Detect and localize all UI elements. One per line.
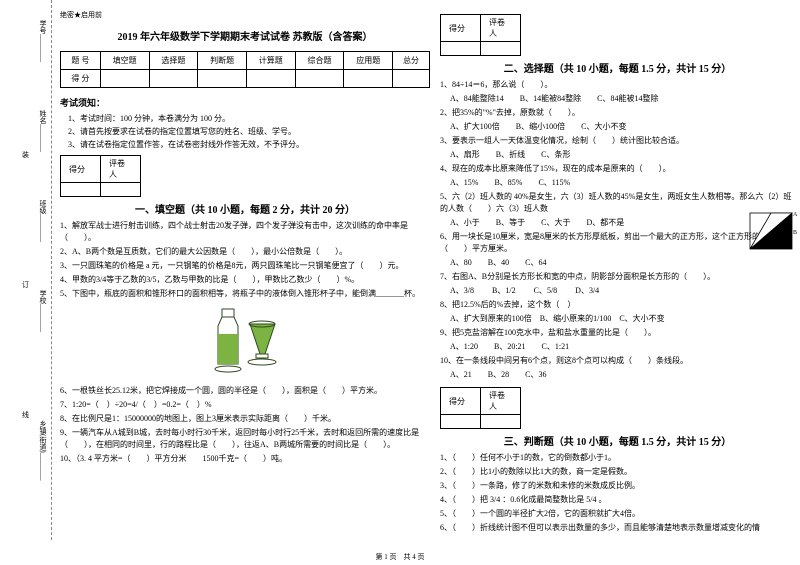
judge-q3: 3、（ ）一条路，修了的米数和未修的米数成反比例。 (440, 480, 795, 492)
svg-text:A: A (793, 212, 798, 218)
judge-q2: 2、（ ）比1小的数除以比1大的数，商一定是假数。 (440, 466, 795, 478)
grader-label: 评卷人 (101, 156, 141, 183)
binding-label-school: 学校________ (38, 290, 48, 332)
section-score-box-3: 得分评卷人 (440, 387, 521, 429)
exam-title: 2019 年六年级数学下学期期末考试试卷 苏教版（含答案） (60, 28, 430, 43)
page-footer: 第 1 页 共 4 页 (0, 552, 800, 562)
choice-q2-opts: A、扩大100倍 B、缩小100倍 C、大小不变 (450, 121, 795, 133)
th-judge: 判断题 (198, 52, 247, 70)
th-choice: 选择题 (149, 52, 198, 70)
choice-q5-opts: A、小于 B、等于 C、大于 D、都不是 (450, 217, 795, 229)
judge-q4: 4、（ ）把 3/4 ：0.6化成最简整数比是 5/4 。 (440, 494, 795, 506)
notice-item-1: 1、考试时间：100 分钟，本卷满分为 100 分。 (68, 113, 430, 126)
th-num: 题 号 (61, 52, 101, 70)
judge-section-title: 三、判断题（共 10 小题，每题 1.5 分，共计 15 分） (440, 433, 795, 448)
triangle-diagram: A B (745, 208, 800, 256)
binding-marker-zhuang: 装 (22, 150, 29, 160)
score-label: 得分 (61, 156, 101, 183)
bottle-diagram (60, 304, 430, 381)
choice-q1: 1、84÷14＝6，那么说（ ）。 (440, 79, 795, 91)
choice-q2: 2、把35%的"%"去掉，原数就（ ）。 (440, 107, 795, 119)
notice-title: 考试须知： (60, 96, 430, 109)
binding-label-town: 乡镇(街道)________ (38, 420, 48, 481)
score-table: 题 号 填空题 选择题 判断题 计算题 综合题 应用题 总分 得 分 (60, 51, 430, 88)
fill-q5: 5、下图中，瓶底的面积和锥形杯口的面积相等，将瓶子中的液体倒入锥形杯子中，能倒满… (60, 288, 430, 300)
choice-q6-opts: A、80 B、40 C、64 (450, 257, 795, 269)
fill-q4: 4、甲数的3/4等于乙数的3/5，乙数与甲数的比是（ ），甲数比乙数少（ ）%。 (60, 274, 430, 286)
secret-label: 绝密★启用前 (60, 10, 430, 20)
grader-label: 评卷人 (481, 388, 521, 415)
fill-q3: 3、一只圆珠笔的价格是 a 元，一只钢笔的价格是8元，两只圆珠笔比一只钢笔便宜了… (60, 260, 430, 272)
score-label: 得分 (441, 15, 481, 42)
table-row: 得 分 (61, 70, 430, 88)
grader-label: 评卷人 (481, 15, 521, 42)
th-comp: 综合题 (295, 52, 344, 70)
choice-q4: 4、现在的成本比原来降低了15%，现在的成本是原来的（ ）。 (440, 163, 795, 175)
fill-q10: 10、（3. 4 平方米=（ ）平方分米 1500千克=（ ）吨。 (60, 453, 430, 465)
choice-q8-opts: A、扩大到原来的100倍 B、缩小原来的1/100 C、大小不变 (450, 313, 795, 325)
svg-text:B: B (793, 230, 797, 236)
fill-q2: 2、A、B两个数是互质数，它们的最大公因数是（ ），最小公倍数是（ ）。 (60, 246, 430, 258)
binding-margin: 学号________ 姓名________ 班级________ 学校_____… (0, 0, 52, 540)
fill-q8: 8、在比例尺是1：15000000的地图上，图上3厘米表示实际距离（ ）千米。 (60, 413, 430, 425)
fill-q6: 6、一根铁丝长25.12米，把它焊接成一个圆，圆的半径是（ ），面积是（ ）平方… (60, 385, 430, 397)
choice-q5: 5、六（2）班人数的 40%是女生，六（3）班人数的45%是女生，两班女生人数相… (440, 191, 795, 215)
choice-q10-opts: A、21 B、28 C、36 (450, 369, 795, 381)
binding-marker-ding: 订 (22, 280, 29, 290)
section-score-box-2: 得分评卷人 (440, 14, 521, 56)
fraction-c: 5/8 (547, 286, 557, 295)
fill-q1: 1、解放军战士进行射击训练，四个战士射击20发子弹，四个发子弹没有击中，这次训练… (60, 220, 430, 244)
table-row: 题 号 填空题 选择题 判断题 计算题 综合题 应用题 总分 (61, 52, 430, 70)
binding-label-class: 班级________ (38, 200, 48, 242)
choice-q4-opts: A、15% B、85% C、115% (450, 177, 795, 189)
choice-q8: 8、把12.5%后的%去掉，这个数（ ） (440, 299, 795, 311)
notice-item-2: 2、请首先按要求在试卷的指定位置填写您的姓名、班级、学号。 (68, 126, 430, 139)
left-column: 绝密★启用前 2019 年六年级数学下学期期末考试试卷 苏教版（含答案） 题 号… (60, 10, 430, 467)
fill-section-title: 一、填空题（共 10 小题，每题 2 分，共计 20 分） (60, 201, 430, 216)
choice-q7: 7、右图A、B分别是长方形长和宽的中点，阴影部分面积是长方形的（ ）。 (440, 271, 795, 283)
fraction-d: 3/4 (589, 286, 599, 295)
binding-label-name: 姓名________ (38, 110, 48, 152)
th-fill: 填空题 (100, 52, 149, 70)
section-score-box-1: 得分评卷人 (60, 155, 141, 197)
fraction-b: 1/2 (505, 286, 515, 295)
binding-marker-xian: 线 (22, 410, 29, 420)
td-score: 得 分 (61, 70, 101, 88)
choice-q9: 9、把5克盐溶解在100克水中，盐和盐水重量的比是（ ）。 (440, 327, 795, 339)
choice-q3: 3、要表示一组人一天体温变化情况，绘制（ ）统计图比较合适。 (440, 135, 795, 147)
choice-q10: 10、在一条线段中间另有6个点，则这8个点可以构成（ ）条线段。 (440, 355, 795, 367)
fraction-a: 3/8 (464, 286, 474, 295)
th-calc: 计算题 (246, 52, 295, 70)
binding-label-xuehao: 学号________ (38, 20, 48, 62)
score-label: 得分 (441, 388, 481, 415)
judge-q6: 6、（ ）折线统计图不但可以表示出数量的多少，而且能够清楚地表示数量增减变化的情 (440, 522, 795, 534)
choice-q6: 6、用一块长是10厘米，宽是8厘米的长方形厚纸板，剪出一个最大的正方形，这个正方… (440, 231, 795, 255)
right-column: 得分评卷人 二、选择题（共 10 小题，每题 1.5 分，共计 15 分） 1、… (440, 10, 795, 536)
fill-q9: 9、一辆汽车从A城到B城，去时每小时行30千米，返回时每小时行25千米，去时和返… (60, 427, 430, 451)
choice-q7-opts: A、3/8 B、1/2 C、5/8 D、3/4 (450, 285, 795, 297)
choice-q3-opts: A、扇形 B、折线 C、条形 (450, 149, 795, 161)
judge-q1: 1、（ ）任何不小于1的数，它的倒数都小于1。 (440, 452, 795, 464)
notice-item-3: 3、请在试卷指定位置作答，在试卷密封线外作答无效，不予评分。 (68, 139, 430, 152)
judge-q5: 5、（ ）一个圆的半径扩大2倍，它的面积就扩大4倍。 (440, 508, 795, 520)
th-total: 总分 (393, 52, 430, 70)
fill-q7: 7、1:20=（ ）÷20=4/（ ）=0.2=（ ）% (60, 399, 430, 411)
choice-section-title: 二、选择题（共 10 小题，每题 1.5 分，共计 15 分） (440, 60, 795, 75)
choice-q9-opts: A、1:20 B、20:21 C、1:21 (450, 341, 795, 353)
choice-q1-opts: A、84能整除14 B、14能被84整除 C、84能被14整除 (450, 93, 795, 105)
th-app: 应用题 (344, 52, 393, 70)
